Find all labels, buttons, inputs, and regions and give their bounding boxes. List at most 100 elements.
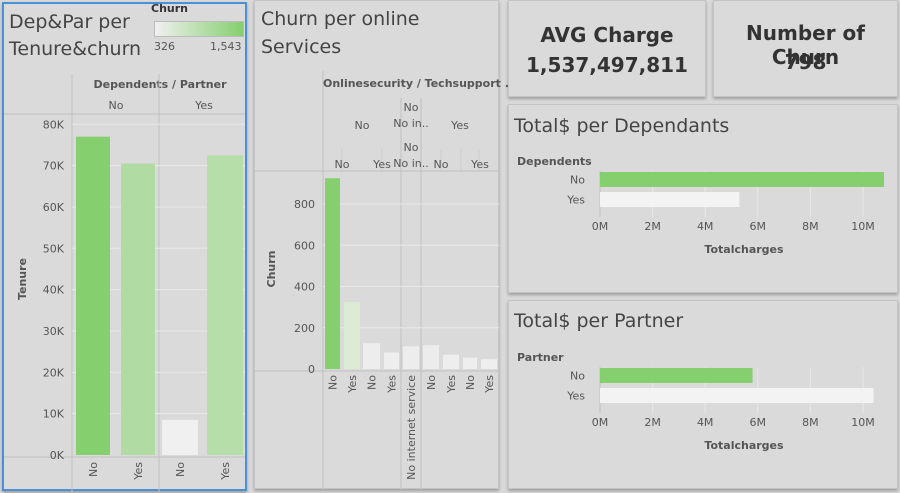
partner-x-tick: 10M: [851, 416, 875, 429]
services-sub-no: No: [404, 141, 419, 154]
partner-x-tick: 2M: [644, 416, 661, 429]
services-group-yes: Yes: [450, 119, 469, 132]
tenure-y-tick: 40K: [43, 284, 65, 297]
services-bar-2: [344, 301, 360, 369]
services-x-label: No internet service: [405, 375, 418, 480]
services-x-label: No: [327, 375, 340, 390]
tenure-title-line2: Tenure&churn: [9, 38, 142, 60]
tenure-panel: Dep&Par per Tenure&churn Churn 326 1,543…: [2, 2, 247, 493]
services-y-tick: 400: [294, 281, 315, 294]
services-x-label: Yes: [346, 375, 359, 394]
services-y-tick: 0: [308, 363, 315, 376]
dependants-title: Total$ per Dependants: [514, 115, 730, 137]
tenure-x-label: Yes: [219, 462, 232, 481]
churn-count-card: Number of Churn 798: [713, 0, 898, 97]
tenure-y-tick: 70K: [43, 160, 65, 173]
tenure-x-label: No: [174, 462, 187, 477]
partner-panel: Total$ per Partner Partner 0M 2M 4M 6M 8M 10M N…: [508, 300, 898, 489]
services-subheader: No: [335, 158, 350, 171]
services-x-label: Yes: [483, 375, 496, 394]
tenure-bar-yes-no: [162, 419, 198, 455]
churn-legend-title: Churn: [151, 2, 188, 15]
services-subheader: Yes: [372, 158, 391, 171]
tenure-y-tick: 80K: [43, 118, 65, 131]
partner-chart: Partner 0M 2M 4M 6M 8M 10M No Yes Totalcharges: [517, 351, 875, 452]
tenure-x-label: No: [87, 462, 100, 477]
services-chart: Onlinesecurity / Techsupport .. No No No in…: [255, 71, 513, 490]
services-group-no: No: [404, 101, 419, 114]
partner-row-label: Yes: [566, 390, 585, 403]
services-sub-no-internet: No in..: [393, 157, 428, 170]
services-group-no-internet: No in..: [393, 117, 428, 130]
tenure-y-tick: 10K: [43, 408, 65, 421]
services-x-label: Yes: [386, 375, 399, 394]
services-subheader: Yes: [470, 158, 489, 171]
tenure-y-tick: 50K: [43, 242, 65, 255]
services-x-label: No: [425, 375, 438, 390]
dependants-row-label: Yes: [566, 194, 585, 207]
services-bar-7: [443, 354, 459, 369]
services-bar-4: [384, 352, 399, 369]
partner-row-label: No: [570, 370, 585, 383]
dependants-category-label: Dependents: [517, 155, 592, 168]
churn-legend-max: 1,543: [210, 40, 242, 53]
services-x-label: No: [464, 375, 477, 390]
tenure-y-tick: 20K: [43, 366, 65, 379]
dependants-bar-yes: [600, 192, 740, 207]
tenure-title-line1: Dep&Par per: [9, 11, 130, 33]
services-bar-9: [481, 359, 497, 369]
dependants-x-tick: 8M: [802, 220, 819, 233]
tenure-bar-yes-yes: [207, 155, 243, 455]
partner-x-tick: 8M: [802, 416, 819, 429]
services-group-no: No: [355, 119, 370, 132]
partner-x-tick: 0M: [592, 416, 609, 429]
dependants-x-tick: 2M: [644, 220, 661, 233]
services-bar-5: [403, 346, 419, 369]
dependants-row-label: No: [570, 174, 585, 187]
services-y-tick: 200: [294, 322, 315, 335]
services-bar-6: [423, 345, 439, 369]
dependants-bar-no: [600, 172, 885, 187]
partner-title: Total$ per Partner: [514, 310, 684, 332]
churn-legend-gradient: [154, 21, 244, 37]
services-group-header: Onlinesecurity / Techsupport ..: [323, 77, 513, 90]
churn-count-label: Number of Churn: [746, 21, 865, 69]
services-bar-3: [363, 343, 380, 369]
tenure-x-label: Yes: [132, 462, 145, 481]
dependants-x-tick: 4M: [697, 220, 714, 233]
services-x-label: No: [366, 375, 379, 390]
services-x-label: Yes: [445, 375, 458, 394]
services-title-line2: Services: [261, 36, 342, 58]
partner-x-tick: 6M: [750, 416, 767, 429]
tenure-bar-no-no: [76, 136, 110, 456]
services-y-tick: 600: [294, 239, 315, 252]
avg-charge-label: AVG Charge: [540, 23, 674, 47]
dependants-x-label: Totalcharges: [704, 243, 784, 256]
tenure-group-yes: Yes: [194, 99, 213, 112]
services-panel: Churn per online Services Onlinesecurity…: [254, 0, 513, 490]
dependants-panel: Total$ per Dependants Dependents 0M 2M 4M 6M…: [508, 104, 898, 293]
partner-x-tick: 4M: [697, 416, 714, 429]
tenure-y-tick: 60K: [43, 201, 65, 214]
tenure-y-tick: 0K: [50, 449, 65, 462]
partner-category-label: Partner: [517, 351, 564, 364]
tenure-bar-no-yes: [121, 163, 155, 456]
avg-charge-value: 1,537,497,811: [526, 53, 688, 77]
churn-count-value: 798: [784, 50, 827, 74]
dependants-chart: Dependents 0M 2M 4M 6M 8M 10M No Yes Totalcharges: [517, 155, 885, 256]
services-y-tick: 800: [294, 198, 315, 211]
dependants-x-tick: 10M: [851, 220, 875, 233]
partner-bar-yes: [600, 388, 874, 403]
churn-legend-min: 326: [154, 40, 175, 53]
tenure-group-header: Dependents / Partner: [94, 78, 228, 91]
partner-x-label: Totalcharges: [704, 439, 784, 452]
services-title-line1: Churn per online: [261, 8, 420, 30]
dependants-x-tick: 6M: [750, 220, 767, 233]
services-bar-8: [463, 357, 477, 369]
tenure-y-tick: 30K: [43, 325, 65, 338]
dependants-x-tick: 0M: [592, 220, 609, 233]
tenure-chart: Dependents / Partner No Yes 0K 10K 20K 30K 40K 5…: [4, 74, 245, 493]
tenure-y-label: Tenure: [16, 258, 29, 300]
tenure-group-no: No: [109, 99, 124, 112]
partner-bar-no: [600, 368, 753, 383]
